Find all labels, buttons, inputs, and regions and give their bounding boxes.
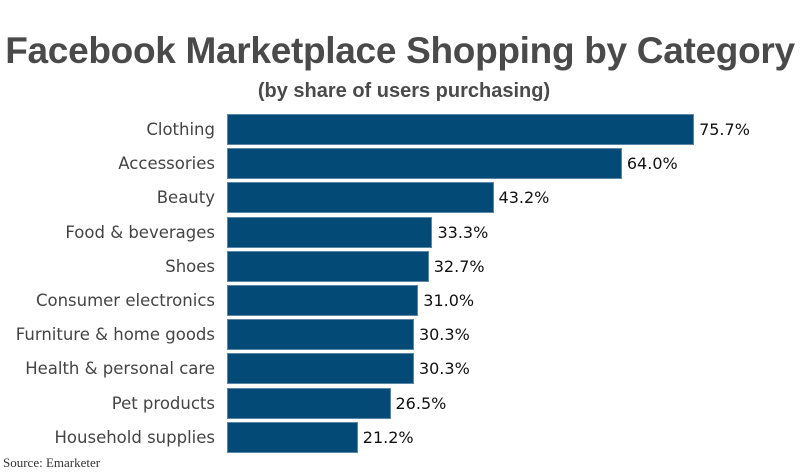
category-label: Consumer electronics: [35, 291, 215, 310]
value-label: 26.5%: [395, 393, 447, 413]
category-label: Accessories: [118, 154, 215, 174]
chart-subtitle: (by share of users purchasing): [257, 80, 551, 102]
category-label: Pet products: [111, 393, 215, 413]
bar-row: Pet products 26.5%: [0, 387, 800, 419]
source-note: Source: Emarketer: [3, 455, 101, 470]
category-label: Beauty: [156, 188, 215, 208]
value-label: 30.3%: [418, 359, 470, 379]
category-label: Health & personal care: [25, 359, 215, 379]
bar: [227, 250, 429, 282]
value-label: 32.7%: [433, 256, 485, 276]
category-label: Household supplies: [54, 427, 215, 447]
value-label: 31.0%: [423, 291, 475, 310]
value-label: 21.2%: [362, 427, 414, 447]
bar-row: Accessories 64.0%: [0, 148, 800, 180]
value-label: 33.3%: [437, 222, 489, 242]
bar-row: Beauty 43.2%: [0, 182, 800, 214]
bar: [227, 421, 358, 453]
bar-row: Household supplies 21.2%: [0, 421, 800, 453]
category-label: Food & beverages: [65, 222, 215, 242]
bar: [227, 114, 695, 145]
bar-row: Clothing 75.7%: [0, 114, 800, 145]
chart-title: Facebook Marketplace Shopping by Categor…: [5, 30, 795, 71]
category-label: Clothing: [146, 120, 215, 139]
bar-row: Health & personal care 30.3%: [0, 353, 800, 385]
bar: [227, 319, 414, 351]
value-label: 75.7%: [699, 120, 750, 139]
bar-row: Furniture & home goods 30.3%: [0, 319, 800, 351]
bar: [227, 387, 391, 419]
bar-chart: Clothing 75.7% Accessories 64.0% Beauty 43.2%…: [0, 114, 800, 454]
bar-row: Consumer electronics 31.0%: [0, 285, 800, 316]
bar: [227, 216, 433, 248]
bar: [227, 182, 494, 214]
bar: [227, 148, 622, 180]
bar: [227, 353, 414, 385]
bar-row: Food & beverages 33.3%: [0, 216, 800, 248]
category-label: Furniture & home goods: [15, 325, 215, 345]
value-label: 43.2%: [498, 188, 550, 208]
value-label: 30.3%: [418, 325, 470, 345]
bar-row: Shoes 32.7%: [0, 250, 800, 282]
value-label: 64.0%: [626, 154, 678, 174]
bar: [227, 285, 419, 316]
category-label: Shoes: [165, 256, 215, 276]
